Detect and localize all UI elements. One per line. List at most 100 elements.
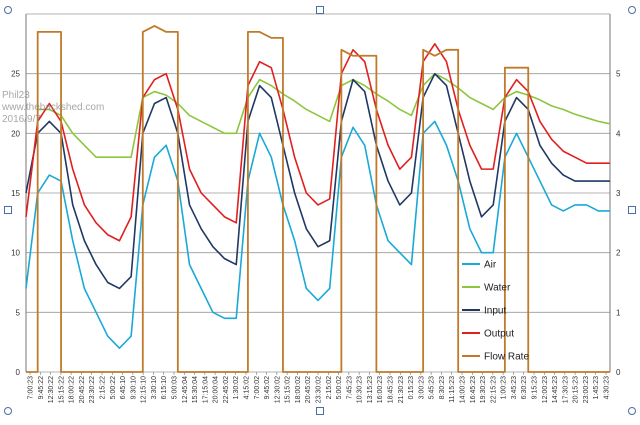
series-line-flow-rate (26, 25, 610, 373)
x-tick-label: 1:30:02 (233, 376, 240, 399)
series-line-input (25, 72, 610, 290)
y-tick-label: 10 (11, 249, 20, 258)
y-tick-label: 20 (11, 129, 20, 138)
legend-label-output: Output (484, 329, 514, 340)
x-tick-label: 20:45:02 (305, 376, 312, 403)
y-tick-label: 25 (11, 70, 20, 79)
legend-label-water: Water (484, 283, 511, 294)
x-tick-label: 12:00:23 (542, 376, 549, 403)
x-tick-label: 6:30:23 (521, 376, 528, 399)
x-tick-label: 4:15:02 (244, 376, 251, 399)
resize-handle-edge[interactable] (4, 206, 12, 214)
legend-label-air: Air (484, 260, 497, 271)
series-line-air (25, 120, 610, 349)
resize-handle-corner[interactable] (4, 407, 12, 415)
x-tick-label: 9:30:10 (130, 376, 137, 399)
x-tick-label: 16:45:23 (470, 376, 477, 403)
x-tick-label: 22:45:02 (223, 376, 230, 403)
x-tick-label: 7:45:23 (346, 376, 353, 399)
selection-handles[interactable] (4, 6, 636, 415)
x-tick-label: 21:30:23 (398, 376, 405, 403)
y-axis-left: 0 5 10 15 20 25 (11, 70, 20, 377)
x-tick-label: 20:15:23 (573, 376, 580, 403)
series-line-output (25, 43, 610, 242)
x-tick-label: 2:15:22 (100, 376, 107, 399)
x-tick-label: 23:30:02 (316, 376, 323, 403)
y2-tick-label: 3 (616, 189, 621, 198)
x-tick-label: 18:45:23 (388, 376, 395, 403)
gridlines (25, 13, 611, 373)
x-tick-label: 4:30:23 (604, 376, 611, 399)
x-tick-label: 14:00:23 (460, 376, 467, 403)
x-tick-label: 12:15:10 (141, 376, 148, 403)
x-tick-label: 3:30:10 (151, 376, 158, 399)
x-tick-label: 23:00:23 (583, 376, 590, 403)
legend-label-input: Input (484, 306, 506, 317)
x-tick-label: 7:00:02 (254, 376, 261, 399)
x-tick-label: 3:45:23 (511, 376, 518, 399)
y2-tick-label: 0 (616, 368, 621, 377)
x-tick-label: 9:45:22 (38, 376, 45, 399)
x-tick-label: 2:15:02 (326, 376, 333, 399)
series-layer (25, 25, 611, 373)
resize-handle-corner[interactable] (628, 407, 636, 415)
legend-label-flow-rate: Flow Rate (484, 352, 529, 363)
x-tick-label: 9:45:02 (264, 376, 271, 399)
x-tick-label: 8:30:23 (439, 376, 446, 399)
resize-handle-edge[interactable] (316, 407, 324, 415)
x-tick-label: 18:00:02 (295, 376, 302, 403)
watermark-line-3: 2016/9/7 (2, 114, 41, 125)
x-tick-label: 10:30:23 (357, 376, 364, 403)
x-tick-label: 20:45:22 (79, 376, 86, 403)
resize-handle-edge[interactable] (316, 6, 324, 14)
x-tick-label: 5:00:02 (336, 376, 343, 399)
x-tick-label: 14:45:23 (552, 376, 559, 403)
y2-tick-label: 2 (616, 249, 621, 258)
resize-handle-corner[interactable] (628, 6, 636, 14)
resize-handle-edge[interactable] (628, 206, 636, 214)
x-tick-label: 16:00:23 (377, 376, 384, 403)
x-tick-label: 0:15:23 (408, 376, 415, 399)
resize-handle-corner[interactable] (4, 6, 12, 14)
x-tick-label: 5:00:22 (110, 376, 117, 399)
y2-tick-label: 5 (616, 70, 621, 79)
x-tick-label: 23:30:22 (89, 376, 96, 403)
y2-tick-label: 1 (616, 308, 621, 317)
x-tick-label: 22:15:23 (490, 376, 497, 403)
x-tick-label: 20:00:04 (213, 376, 220, 403)
x-tick-label: 5:45:23 (429, 376, 436, 399)
x-tick-label: 13:15:23 (367, 376, 374, 403)
x-tick-label: 19:30:23 (480, 376, 487, 403)
watermark-line-2: www.thebackshed.com (1, 102, 104, 113)
x-tick-label: 1:45:23 (593, 376, 600, 399)
watermark: Phil23 www.thebackshed.com 2016/9/7 (1, 90, 104, 125)
series-line-water (37, 72, 611, 158)
x-tick-label: 11:15:23 (449, 376, 456, 403)
x-tick-label: 5:00:03 (172, 376, 179, 399)
x-tick-label: 18:00:22 (69, 376, 76, 403)
x-tick-label: 3:00:23 (418, 376, 425, 399)
x-tick-label: 12:30:02 (274, 376, 281, 403)
y-tick-label: 0 (16, 368, 21, 377)
legend: Air Water Input Output Flow Rate (462, 260, 529, 363)
x-tick-label: 17:30:23 (562, 376, 569, 403)
x-tick-label: 12:30:22 (48, 376, 55, 403)
y-axis-right: 0 1 2 3 4 5 (616, 70, 621, 377)
x-tick-label: 17:15:04 (202, 376, 209, 403)
watermark-line-1: Phil23 (2, 90, 30, 101)
y2-tick-label: 4 (616, 129, 621, 138)
x-tick-label: 15:15:22 (58, 376, 65, 403)
x-tick-label: 9:15:23 (532, 376, 539, 399)
x-tick-label: 1:00:23 (501, 376, 508, 399)
x-tick-label: 7:00:23 (28, 376, 35, 399)
x-tick-label: 6:45:10 (120, 376, 127, 399)
y-tick-label: 15 (11, 189, 20, 198)
x-tick-label: 15:15:02 (285, 376, 292, 403)
x-axis: 7:00:23 9:45:22 12:30:22 15:15:22 18:00:22 20… (28, 372, 611, 403)
y-tick-label: 5 (16, 308, 21, 317)
x-tick-label: 15:30:04 (192, 376, 199, 403)
x-tick-label: 6:15:10 (161, 376, 168, 399)
x-tick-label: 12:45:04 (182, 376, 189, 403)
